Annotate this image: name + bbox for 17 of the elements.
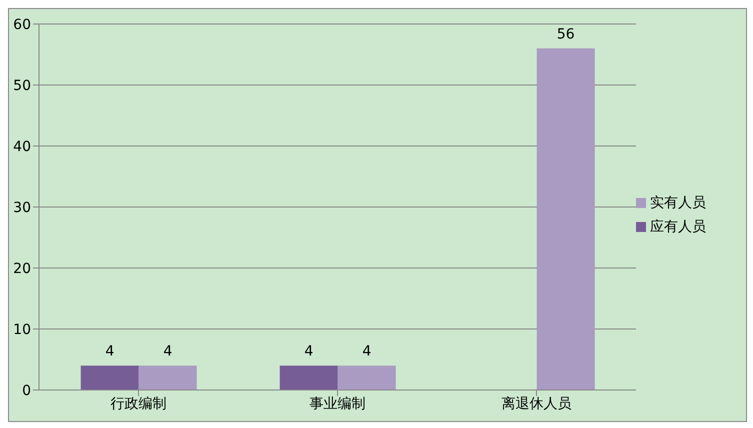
data-label: 4 <box>163 344 172 360</box>
y-tick-label: 20 <box>13 260 31 277</box>
y-tick-label: 10 <box>13 322 31 338</box>
x-tick-label: 行政编制 <box>110 396 166 412</box>
data-label: 4 <box>105 344 114 360</box>
legend-label: 实有人员 <box>650 195 706 211</box>
y-tick-label: 30 <box>13 200 31 216</box>
data-label: 4 <box>362 344 372 360</box>
x-tick-label: 事业编制 <box>310 396 366 412</box>
legend-label: 应有人员 <box>650 219 706 235</box>
y-tick-label: 40 <box>13 138 31 155</box>
y-tick-label: 60 <box>13 16 31 33</box>
y-tick-label: 0 <box>22 382 31 399</box>
x-tick-label: 离退休人员 <box>502 396 572 412</box>
y-tick-label: 50 <box>13 78 31 94</box>
data-label: 4 <box>304 344 314 360</box>
data-label: 56 <box>556 26 575 42</box>
